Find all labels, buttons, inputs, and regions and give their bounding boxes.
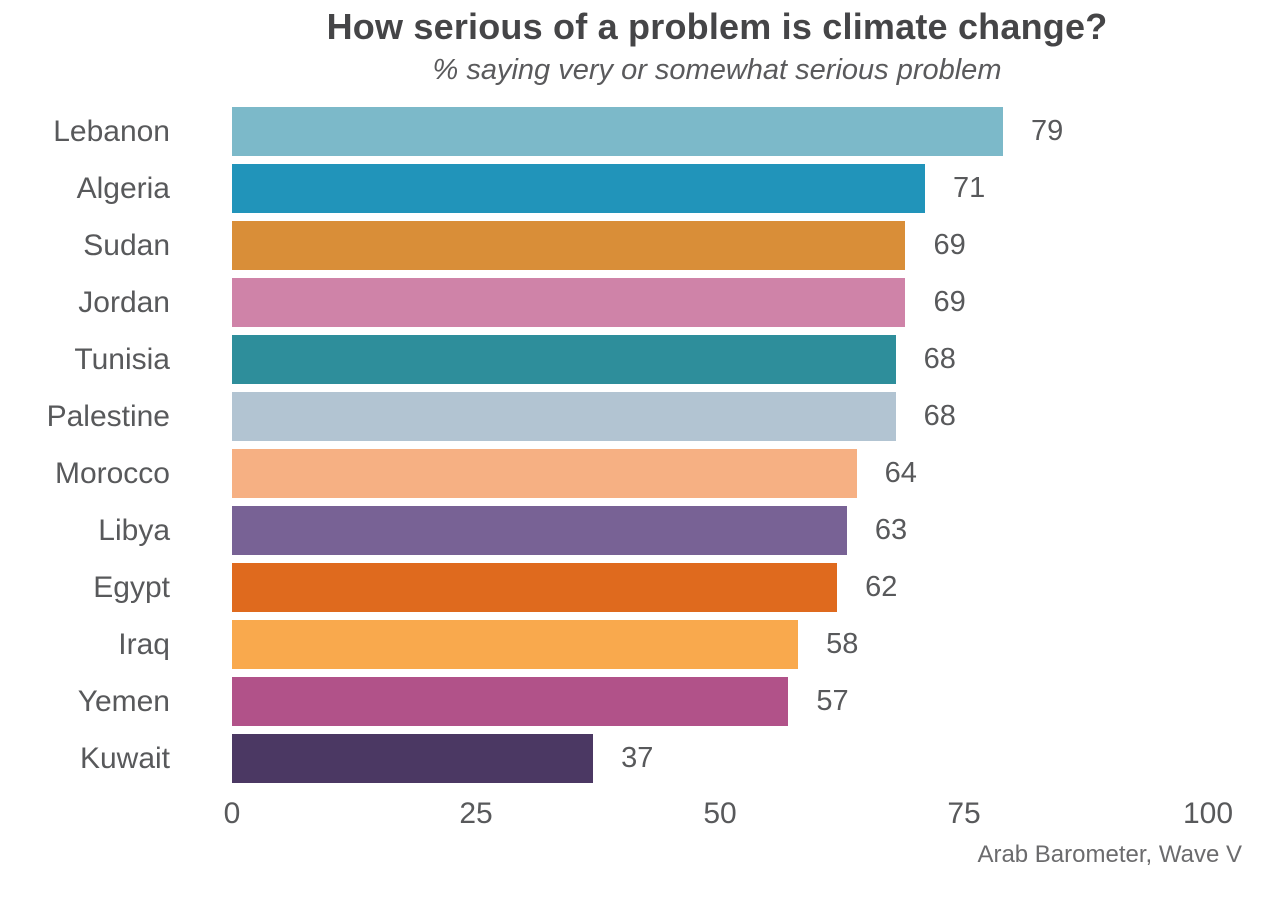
bar-row: Jordan 69 — [0, 274, 1262, 331]
value-label: 57 — [816, 685, 849, 718]
x-tick-label: 75 — [947, 797, 981, 831]
category-label: Iraq — [118, 627, 170, 661]
value-label: 68 — [923, 400, 956, 433]
category-label: Kuwait — [79, 741, 170, 775]
value-label: 69 — [933, 286, 966, 319]
bar-row: Lebanon 79 — [0, 103, 1262, 160]
chart-header: How serious of a problem is climate chan… — [172, 0, 1262, 87]
bar — [232, 335, 896, 385]
value-label: 63 — [874, 514, 908, 547]
bar-row: Morocco 64 — [0, 445, 1262, 502]
x-tick-label: 0 — [223, 797, 241, 831]
category-label: Sudan — [83, 228, 170, 262]
bar-row: Tunisia 68 — [0, 331, 1262, 388]
value-label: 62 — [865, 571, 898, 604]
bar — [232, 107, 1004, 157]
chart-subtitle: % saying very or somewhat serious proble… — [432, 54, 1002, 87]
bar-row: Yemen 57 — [0, 673, 1262, 730]
category-label: Algeria — [76, 171, 170, 205]
bar-row: Egypt 62 — [0, 559, 1262, 616]
x-tick-label: 100 — [1182, 797, 1234, 831]
bar — [232, 620, 799, 670]
value-label: 68 — [923, 343, 956, 376]
bar-row: Sudan 69 — [0, 217, 1262, 274]
bar — [232, 392, 896, 442]
source-note: Arab Barometer, Wave V — [977, 841, 1242, 869]
value-label: 64 — [884, 457, 917, 490]
bar-row: Iraq 58 — [0, 616, 1262, 673]
bar-row: Algeria 71 — [0, 160, 1262, 217]
bar-rows: Lebanon 79 Algeria 71 Sudan 69 Jordan 69 Tunisia… — [0, 103, 1262, 787]
x-tick-label: 50 — [703, 797, 737, 831]
value-label: 69 — [933, 229, 966, 262]
value-label: 71 — [952, 172, 986, 205]
bar — [232, 734, 594, 784]
category-label: Lebanon — [53, 114, 170, 148]
bar-row: Libya 63 — [0, 502, 1262, 559]
value-label: 37 — [621, 742, 654, 775]
value-label: 58 — [826, 628, 859, 661]
category-label: Egypt — [93, 570, 170, 604]
x-axis: 0 25 50 75 100 — [0, 791, 1262, 839]
bar — [232, 449, 857, 499]
category-label: Jordan — [78, 285, 170, 319]
category-label: Morocco — [54, 456, 170, 490]
bar-row: Palestine 68 — [0, 388, 1262, 445]
category-label: Tunisia — [74, 342, 170, 376]
bar — [232, 164, 925, 214]
x-tick-label: 25 — [459, 797, 493, 831]
category-label: Libya — [98, 513, 170, 547]
bar — [232, 677, 789, 727]
bar — [232, 278, 906, 328]
chart-title: How serious of a problem is climate chan… — [326, 6, 1108, 47]
bar-row: Kuwait 37 — [0, 730, 1262, 787]
bar — [232, 563, 838, 613]
category-label: Palestine — [46, 399, 170, 433]
bar — [232, 221, 906, 271]
category-label: Yemen — [77, 684, 170, 718]
bar — [232, 506, 847, 556]
value-label: 79 — [1031, 115, 1064, 148]
